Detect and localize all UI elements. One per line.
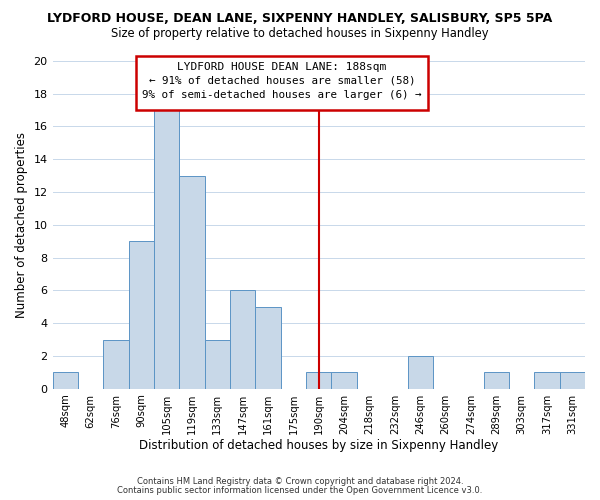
Bar (534, 372, 560, 388)
Y-axis label: Number of detached properties: Number of detached properties (15, 132, 28, 318)
Text: Size of property relative to detached houses in Sixpenny Handley: Size of property relative to detached ho… (111, 28, 489, 40)
Bar (306, 372, 331, 388)
Bar (484, 372, 509, 388)
Text: Contains HM Land Registry data © Crown copyright and database right 2024.: Contains HM Land Registry data © Crown c… (137, 477, 463, 486)
Text: ← 91% of detached houses are smaller (58): ← 91% of detached houses are smaller (58… (149, 76, 415, 86)
Bar (205, 340, 230, 388)
Bar (407, 356, 433, 388)
Bar (154, 110, 179, 388)
Bar (331, 372, 357, 388)
Bar (179, 176, 205, 388)
Bar (560, 372, 585, 388)
Bar (256, 306, 281, 388)
Bar (230, 290, 256, 388)
Text: LYDFORD HOUSE DEAN LANE: 188sqm: LYDFORD HOUSE DEAN LANE: 188sqm (178, 62, 386, 72)
X-axis label: Distribution of detached houses by size in Sixpenny Handley: Distribution of detached houses by size … (139, 440, 499, 452)
Text: 9% of semi-detached houses are larger (6) →: 9% of semi-detached houses are larger (6… (142, 90, 422, 101)
FancyBboxPatch shape (136, 56, 428, 110)
Text: LYDFORD HOUSE, DEAN LANE, SIXPENNY HANDLEY, SALISBURY, SP5 5PA: LYDFORD HOUSE, DEAN LANE, SIXPENNY HANDL… (47, 12, 553, 26)
Bar (128, 241, 154, 388)
Text: Contains public sector information licensed under the Open Government Licence v3: Contains public sector information licen… (118, 486, 482, 495)
Bar (103, 340, 128, 388)
Bar (53, 372, 78, 388)
